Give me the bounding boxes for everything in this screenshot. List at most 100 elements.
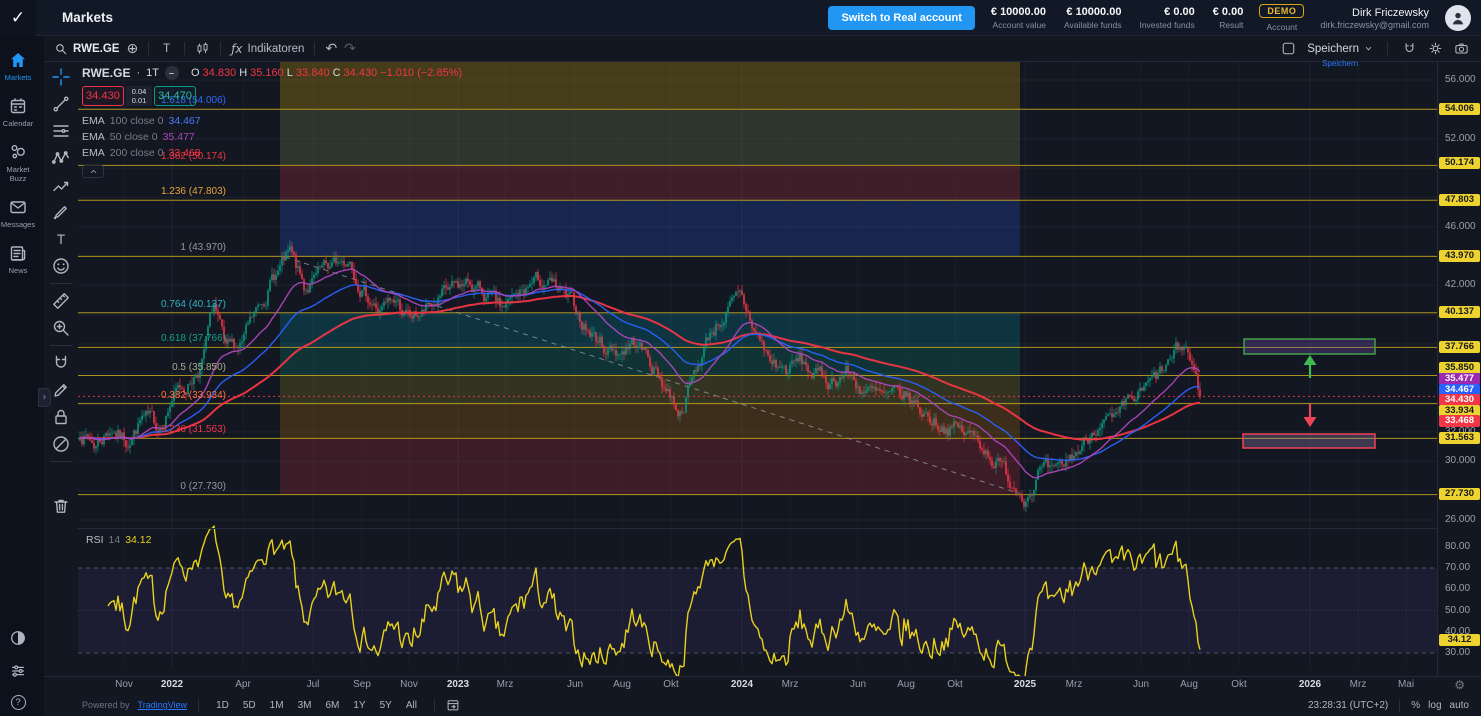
legend-collapse-button[interactable] — [82, 165, 104, 178]
page-title: Markets — [62, 0, 113, 36]
trash-icon[interactable] — [48, 494, 74, 518]
range-6m[interactable]: 6M — [319, 698, 345, 713]
redo-icon[interactable]: ↷ — [344, 41, 356, 57]
legend-symbol[interactable]: RWE.GE — [82, 66, 130, 80]
pane-separator[interactable] — [78, 528, 1481, 529]
chart-footer: Powered by TradingView 1D5D1M3M6M1Y5YAll… — [44, 694, 1481, 716]
goto-date-icon[interactable] — [446, 698, 460, 712]
log-scale-option[interactable]: log — [1428, 700, 1441, 711]
range-all[interactable]: All — [400, 698, 423, 713]
range-3m[interactable]: 3M — [292, 698, 318, 713]
sidebar-item-markets[interactable]: Markets — [0, 42, 36, 82]
sidebar-item-messages[interactable]: Messages — [0, 189, 36, 229]
sidebar-item-calendar[interactable]: Calendar — [0, 88, 36, 128]
indicator-row-ema-50[interactable]: EMA50 close 035.477 — [82, 131, 462, 143]
text-icon[interactable]: T — [48, 227, 74, 251]
trend-line-icon[interactable] — [48, 92, 74, 116]
help-icon[interactable]: ? — [11, 695, 26, 710]
price-tick: 42.000 — [1445, 279, 1476, 290]
interval-button[interactable]: T — [159, 41, 174, 57]
contrast-icon[interactable] — [9, 629, 27, 647]
range-1d[interactable]: 1D — [210, 698, 235, 713]
time-label: 2023 — [438, 679, 478, 690]
chart-type-candles-icon[interactable] — [195, 41, 210, 56]
change-value: −1.010 (−2.85%) — [380, 67, 462, 79]
buy-button[interactable]: 34.470 — [154, 86, 196, 106]
auto-scale-option[interactable]: auto — [1450, 700, 1469, 711]
time-label: 2026 — [1290, 679, 1330, 690]
price-tick: 52.000 — [1445, 133, 1476, 144]
legend-more-icon[interactable] — [165, 66, 179, 80]
xabcd-pattern-icon[interactable] — [48, 146, 74, 170]
magnet-mode-icon[interactable] — [1402, 41, 1417, 56]
toolbar-collapse-handle[interactable]: › — [38, 388, 51, 407]
time-label: Jun — [555, 679, 595, 690]
chart-legend: RWE.GE · 1T O34.830 H35.160 L33.840 C34.… — [82, 66, 462, 178]
range-buttons: 1D5D1M3M6M1Y5YAll — [210, 698, 423, 713]
time-label: Okt — [1219, 679, 1259, 690]
hide-icon[interactable] — [48, 432, 74, 456]
chart-toolbar: RWE.GE ⊕ T ƒx Indikatoren ↶ ↷ Speichern … — [44, 36, 1481, 62]
rsi-tick: 60.00 — [1445, 583, 1470, 594]
lock-icon[interactable] — [48, 405, 74, 429]
camera-icon[interactable] — [1454, 41, 1469, 56]
search-icon — [54, 42, 68, 56]
emoji-icon[interactable] — [48, 254, 74, 278]
indicator-row-ema-100[interactable]: EMA100 close 034.467 — [82, 115, 462, 127]
ruler-icon[interactable] — [48, 289, 74, 313]
add-compare-icon[interactable]: ⊕ — [126, 41, 138, 57]
indicator-row-ema-200[interactable]: EMA200 close 033.468 — [82, 147, 462, 159]
sidebar-item-market-buzz[interactable]: Market Buzz — [0, 134, 36, 183]
avatar[interactable] — [1445, 5, 1471, 31]
user-info[interactable]: Dirk Friczewsky dirk.friczewsky@gmail.co… — [1320, 7, 1429, 30]
time-label: Nov — [104, 679, 144, 690]
indicators-button[interactable]: ƒx Indikatoren — [231, 42, 304, 56]
symbol-search[interactable]: RWE.GE — [54, 42, 119, 56]
range-1y[interactable]: 1Y — [347, 698, 371, 713]
time-label: Mai — [1386, 679, 1426, 690]
price-tag-31.563: 31.563 — [1439, 432, 1480, 444]
price-tick: 56.000 — [1445, 74, 1476, 85]
sidebar-item-news[interactable]: News — [0, 235, 36, 275]
price-tag-54.006: 54.006 — [1439, 103, 1480, 115]
clock[interactable]: 23:28:31 (UTC+2) — [1308, 700, 1388, 711]
time-label: Mrz — [485, 679, 525, 690]
sliders-icon[interactable] — [9, 662, 27, 680]
price-axis[interactable]: 56.00052.00046.00042.00032.00030.00026.0… — [1437, 62, 1481, 676]
legend-interval: 1T — [146, 67, 159, 79]
forecast-icon[interactable] — [48, 173, 74, 197]
pencil-icon[interactable] — [48, 378, 74, 402]
fib-retracement-icon[interactable] — [48, 119, 74, 143]
zoom-in-icon[interactable] — [48, 316, 74, 340]
switch-to-real-button[interactable]: Switch to Real account — [828, 6, 974, 30]
undo-icon[interactable]: ↶ — [325, 41, 337, 57]
crosshair-icon[interactable] — [48, 65, 74, 89]
price-tick: 26.000 — [1445, 514, 1476, 525]
layout-select-icon[interactable] — [1281, 41, 1296, 56]
time-label: Okt — [935, 679, 975, 690]
brush-icon[interactable] — [48, 200, 74, 224]
range-5d[interactable]: 5D — [237, 698, 262, 713]
time-axis-settings-icon[interactable]: ⚙ — [1454, 678, 1465, 692]
price-tag-33.468: 33.468 — [1439, 415, 1480, 427]
tradingview-link[interactable]: TradingView — [138, 700, 188, 710]
account-type: DEMO Account — [1259, 4, 1304, 32]
user-name: Dirk Friczewsky — [1320, 7, 1429, 19]
save-button[interactable]: Speichern Speichern — [1307, 43, 1373, 55]
rsi-legend[interactable]: RSI 14 34.12 — [86, 534, 151, 546]
app-logo[interactable]: ✓ — [0, 0, 36, 36]
topbar: ✓ Markets Switch to Real account € 10000… — [0, 0, 1481, 36]
indicators-label: Indikatoren — [248, 43, 305, 55]
settings-gear-icon[interactable] — [1428, 41, 1443, 56]
magnet-icon[interactable] — [48, 351, 74, 375]
drawing-toolbar: T — [44, 62, 78, 676]
person-icon — [1450, 10, 1466, 26]
range-1m[interactable]: 1M — [264, 698, 290, 713]
time-axis[interactable]: Nov2022AprJulSepNov2023MrzJunAugOkt2024M… — [78, 676, 1481, 694]
range-5y[interactable]: 5Y — [374, 698, 398, 713]
sell-button[interactable]: 34.430 — [82, 86, 124, 106]
legend-separator: · — [136, 67, 140, 79]
percent-scale-option[interactable]: % — [1411, 700, 1420, 711]
time-label: Jul — [293, 679, 333, 690]
stat-available-funds: € 10000.00Available funds — [1064, 6, 1122, 30]
